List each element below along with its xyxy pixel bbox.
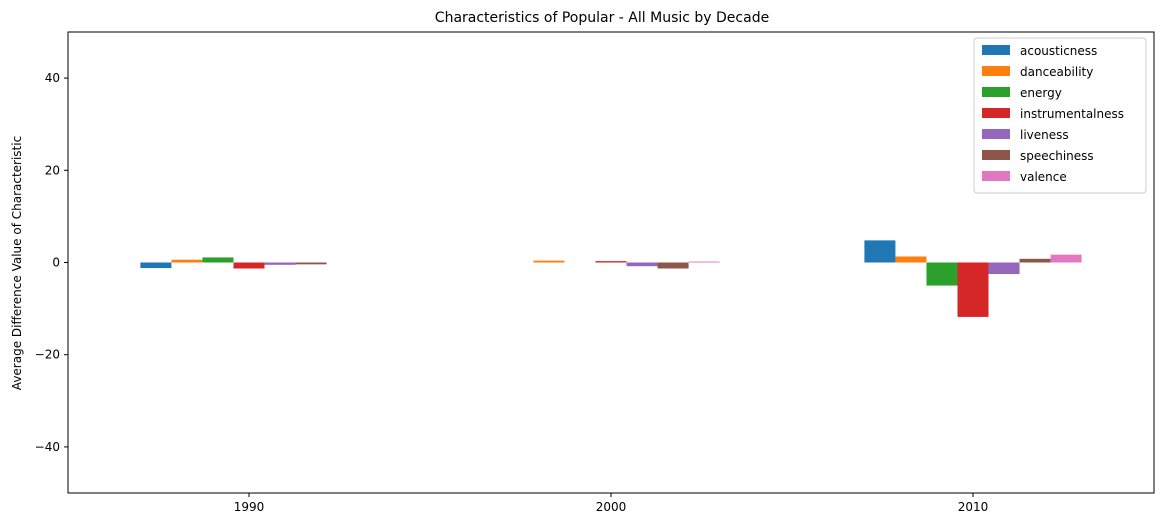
bar-valence-2000 <box>688 261 720 263</box>
legend-swatch-energy <box>982 87 1010 97</box>
legend-swatch-liveness <box>982 129 1010 139</box>
bar-danceability-1990 <box>171 259 203 263</box>
legend-frame <box>973 37 1147 194</box>
y-tick-label: −40 <box>35 440 60 454</box>
legend: acousticness danceability energy instrument… <box>973 37 1147 194</box>
legend-swatch-instrumentalness <box>982 108 1010 118</box>
bar-speechiness-2010 <box>1019 258 1051 263</box>
bar-liveness-2000 <box>626 262 658 267</box>
bar-instrumentalness-2010 <box>957 262 989 317</box>
legend-label-energy: energy <box>1020 86 1062 100</box>
bar-liveness-2010 <box>988 262 1020 275</box>
bar-speechiness-2000 <box>657 262 689 269</box>
y-axis-label: Average Difference Value of Characterist… <box>10 136 24 390</box>
bar-speechiness-1990 <box>295 262 327 265</box>
legend-label-speechiness: speechiness <box>1020 149 1094 163</box>
legend-swatch-valence <box>982 171 1010 181</box>
bar-energy-2010 <box>926 262 958 286</box>
y-tick-label: 0 <box>52 256 60 270</box>
y-tick-label: 40 <box>45 71 60 85</box>
x-tick-label: 2000 <box>596 500 627 514</box>
x-axis: 1990 2000 2010 <box>234 493 989 514</box>
bar-danceability-2010 <box>895 256 927 263</box>
legend-swatch-danceability <box>982 66 1010 76</box>
legend-label-instrumentalness: instrumentalness <box>1020 107 1124 121</box>
chart-title: Characteristics of Popular - All Music b… <box>435 10 769 26</box>
x-tick-label: 1990 <box>234 500 265 514</box>
bar-valence-2010 <box>1050 254 1082 263</box>
bar-liveness-1990 <box>264 262 296 265</box>
bar-acousticness-2010 <box>864 240 896 263</box>
legend-label-danceability: danceability <box>1020 65 1093 79</box>
legend-label-liveness: liveness <box>1020 128 1069 142</box>
legend-swatch-speechiness <box>982 150 1010 160</box>
bar-acousticness-1990 <box>140 262 172 269</box>
bar-instrumentalness-2000 <box>595 261 627 263</box>
y-tick-label: −20 <box>35 348 60 362</box>
bar-danceability-2000 <box>533 260 565 263</box>
bar-energy-1990 <box>202 257 234 263</box>
legend-swatch-acousticness <box>982 45 1010 55</box>
bar-instrumentalness-1990 <box>233 262 265 269</box>
y-tick-label: 20 <box>45 163 60 177</box>
y-axis: −40 −20 0 20 40 <box>35 71 68 454</box>
bars-layer <box>140 240 1082 317</box>
legend-label-acousticness: acousticness <box>1020 44 1097 58</box>
legend-label-valence: valence <box>1020 170 1067 184</box>
x-tick-label: 2010 <box>958 500 989 514</box>
